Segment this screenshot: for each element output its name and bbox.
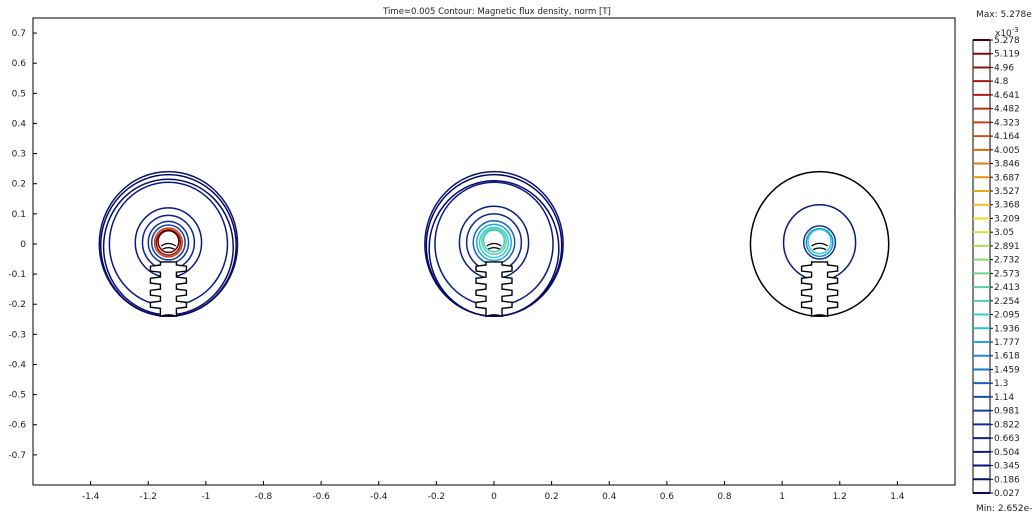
contour-ring (482, 229, 506, 253)
x-tick-label: 0.2 (544, 492, 558, 502)
x-tick-label: 1 (779, 492, 785, 502)
y-tick-label: -0.7 (8, 451, 26, 461)
x-tick-label: 0.6 (660, 492, 675, 502)
colorbar-level-label: 0.027 (994, 489, 1020, 499)
x-tick-label: -0.2 (428, 492, 446, 502)
colorbar-level-label: 2.413 (994, 283, 1020, 293)
contour-ring (475, 223, 513, 262)
colorbar-level-label: 4.005 (994, 146, 1020, 156)
x-tick-label: 1.2 (833, 492, 847, 502)
conductor-arc (811, 242, 829, 247)
chart-title: Time=0.005 Contour: Magnetic flux densit… (382, 7, 611, 17)
x-tick-label: -1.4 (82, 492, 100, 502)
colorbar-level-label: 3.368 (994, 201, 1020, 211)
colorbar-level-label: 1.618 (994, 352, 1020, 362)
insulator-support (149, 261, 188, 318)
colorbar-level-label: 3.209 (994, 214, 1020, 224)
y-tick-label: -0.3 (8, 330, 26, 340)
contour-ring (749, 170, 890, 318)
colorbar-level-label: 1.936 (994, 324, 1020, 334)
conductor-arc (487, 246, 501, 250)
colorbar-level-label: 3.527 (994, 187, 1020, 197)
contour-ring (807, 228, 832, 255)
contour-ring (428, 179, 560, 318)
colorbar-level-label: 4.96 (994, 63, 1014, 73)
colorbar-level-label: 2.573 (994, 269, 1020, 279)
conductor-arc (162, 246, 175, 250)
colorbar-level-label: 2.732 (994, 256, 1020, 266)
y-tick-label: 0.7 (12, 29, 26, 39)
x-tick-label: -0.4 (370, 492, 388, 502)
min-label: Min: 2.652e-5 (976, 504, 1032, 514)
x-tick-label: -0.6 (312, 492, 330, 502)
colorbar-level-label: 2.891 (994, 242, 1020, 252)
insulator-support (475, 261, 513, 318)
x-tick-label: -0.8 (255, 492, 273, 502)
y-tick-label: 0.2 (12, 180, 26, 190)
colorbar-level-label: 5.119 (994, 50, 1020, 60)
colorbar-level-label: 1.14 (994, 393, 1014, 403)
contour-ring (805, 227, 834, 258)
colorbar-level-label: 0.504 (994, 448, 1020, 458)
colorbar-level-label: 3.687 (994, 173, 1020, 183)
colorbar-legend: x10-3 5.278 5.119 4.96 4.8 4.641 4.482 4.323 4.… (972, 26, 1020, 499)
contour-ring (150, 224, 186, 261)
y-tick-label: 0.6 (12, 59, 27, 69)
contour-ring (155, 229, 182, 256)
colorbar-level-label: 2.254 (994, 297, 1020, 307)
y-tick-label: -0.5 (8, 391, 26, 401)
contour-ring (478, 226, 510, 259)
y-tick-label: 0 (20, 240, 26, 250)
x-tick-label: 1.4 (890, 492, 905, 502)
conductor-arc (486, 242, 502, 247)
insulator-support (800, 261, 839, 318)
colorbar-level-label: 1.3 (994, 379, 1008, 389)
y-tick-label: -0.6 (8, 421, 26, 431)
colorbar-level-label: 3.05 (994, 228, 1014, 238)
x-tick-label: 0.4 (602, 492, 617, 502)
y-tick-label: 0.5 (12, 89, 26, 99)
colorbar-level-label: 3.846 (994, 160, 1020, 170)
contour-ring (481, 228, 507, 255)
max-label: Max: 5.278e-3 (976, 10, 1032, 20)
colorbar-level-label: 0.663 (994, 434, 1020, 444)
conductor-arc (812, 247, 827, 251)
y-tick-label: 0.3 (12, 150, 26, 160)
colorbar-level-label: 0.822 (994, 420, 1020, 430)
y-tick-label: 0.4 (12, 119, 27, 129)
contour-object (98, 170, 239, 318)
contour-ring (99, 173, 237, 318)
y-tick-label: -0.2 (8, 300, 26, 310)
contour-ring (157, 229, 180, 254)
colorbar-level-label: 4.641 (994, 91, 1020, 101)
colorbar-level-label: 0.186 (994, 475, 1020, 485)
contour-object (424, 170, 564, 318)
colorbar-level-label: 0.345 (994, 462, 1020, 472)
conductor-arc (160, 242, 177, 247)
colorbar-multiplier: x10-3 (995, 26, 1019, 39)
colorbar-level-label: 2.095 (994, 311, 1020, 321)
colorbar-level-label: 4.323 (994, 118, 1020, 128)
y-tick-label: -0.4 (8, 360, 26, 370)
colorbar-level-label: 4.8 (994, 77, 1009, 87)
colorbar-level-label: 4.482 (994, 105, 1020, 115)
x-tick-label: 0.8 (717, 492, 732, 502)
contour-lines (98, 170, 890, 318)
contour-ring (153, 227, 183, 258)
x-tick-label: -1 (201, 492, 210, 502)
x-tick-label: -1.2 (139, 492, 157, 502)
contour-object (749, 170, 890, 318)
colorbar-level-label: 1.777 (994, 338, 1020, 348)
y-axis: 0.7 0.6 0.5 0.4 0.3 0.2 0.1 0 -0.1 -0.2 -0.3 -0.4 -0… (8, 29, 37, 461)
colorbar-level-label: 5.278 (994, 36, 1020, 46)
x-axis: -1.4 -1.2 -1 -0.8 -0.6 -0.4 -0.2 0 0.2 0.4 0.6 0.8 1… (82, 481, 905, 502)
contour-ring (802, 225, 837, 260)
y-tick-label: 0.1 (12, 210, 26, 220)
colorbar-level-label: 1.459 (994, 365, 1020, 375)
colorbar-level-label: 0.981 (994, 407, 1020, 417)
x-tick-label: 0 (491, 492, 497, 502)
y-tick-label: -0.1 (8, 270, 26, 280)
colorbar-level-label: 4.164 (994, 132, 1020, 142)
